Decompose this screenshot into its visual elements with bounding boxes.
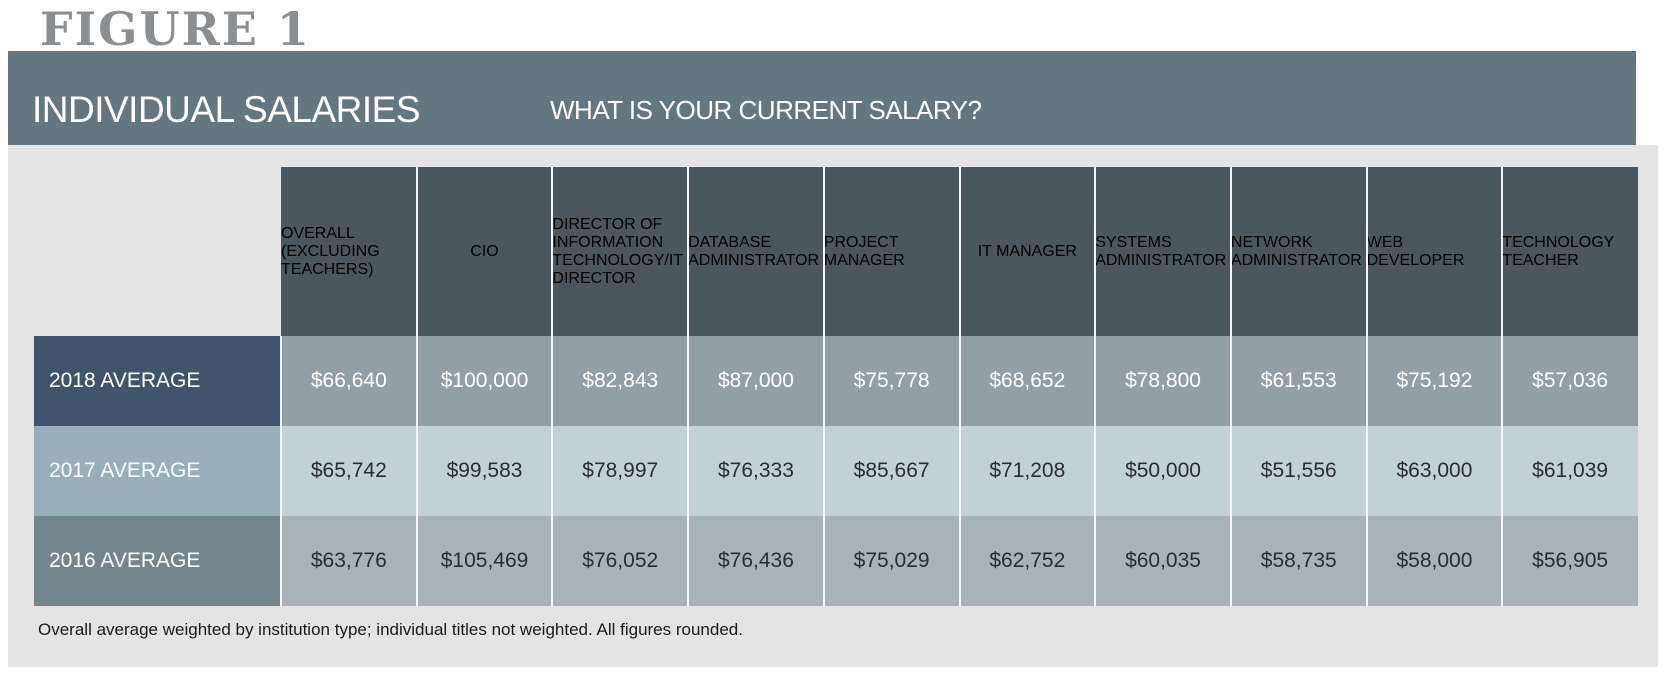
column-header-label: OVERALL (EXCLUDING TEACHERS) <box>281 224 380 278</box>
row-label: 2018 AVERAGE <box>34 336 281 426</box>
column-header-label: CIO <box>470 242 499 260</box>
table-cell: $75,192 <box>1366 336 1503 426</box>
column-header: SYSTEMS ADMINISTRATOR <box>1095 167 1231 336</box>
column-header: PROJECT MANAGER <box>823 167 960 336</box>
column-header: WEB DEVELOPER <box>1366 167 1503 336</box>
table-cell: $63,000 <box>1366 426 1503 516</box>
column-divider <box>280 336 282 606</box>
column-header-label: WEB DEVELOPER <box>1366 233 1465 269</box>
table-cell: $58,735 <box>1230 516 1367 606</box>
title-bar: INDIVIDUAL SALARIES WHAT IS YOUR CURRENT… <box>8 51 1636 145</box>
table-cell: $85,667 <box>823 426 960 516</box>
table-cell: $51,556 <box>1230 426 1367 516</box>
table-cell: $76,333 <box>688 426 824 516</box>
column-header-label: PROJECT MANAGER <box>823 233 905 269</box>
column-divider <box>1365 167 1368 606</box>
row-label: 2017 AVERAGE <box>34 426 281 516</box>
table-cell: $66,640 <box>281 336 417 426</box>
table-cell: $75,778 <box>823 336 960 426</box>
table-cell: $56,905 <box>1502 516 1638 606</box>
table-cell: $58,000 <box>1366 516 1503 606</box>
column-divider <box>415 167 418 606</box>
table-cell: $100,000 <box>416 336 553 426</box>
table-cell: $78,800 <box>1095 336 1231 426</box>
chart-subtitle: WHAT IS YOUR CURRENT SALARY? <box>550 95 982 125</box>
table-cell: $82,843 <box>552 336 689 426</box>
column-header: TECHNOLOGY TEACHER <box>1502 167 1638 336</box>
table-cell: $76,052 <box>552 516 689 606</box>
table-cell: $68,652 <box>959 336 1096 426</box>
column-divider <box>958 167 961 606</box>
table-cell: $61,553 <box>1230 336 1367 426</box>
figure-label: FIGURE 1 <box>40 2 311 56</box>
column-header-label: SYSTEMS ADMINISTRATOR <box>1095 233 1227 269</box>
column-header: OVERALL (EXCLUDING TEACHERS) <box>281 167 417 336</box>
column-divider <box>1501 167 1504 606</box>
column-header: IT MANAGER <box>959 167 1096 336</box>
footnote: Overall average weighted by institution … <box>38 620 743 639</box>
column-header: DIRECTOR OF INFORMATION TECHNOLOGY/IT DI… <box>552 167 689 336</box>
table-cell: $105,469 <box>416 516 553 606</box>
column-header-label: DIRECTOR OF INFORMATION TECHNOLOGY/IT DI… <box>552 215 683 287</box>
table-cell: $63,776 <box>281 516 417 606</box>
column-header: DATABASE ADMINISTRATOR <box>688 167 824 336</box>
table-cell: $99,583 <box>416 426 553 516</box>
table-cell: $87,000 <box>688 336 824 426</box>
chart-title: INDIVIDUAL SALARIES <box>32 89 421 130</box>
table-cell: $78,997 <box>552 426 689 516</box>
column-header-label: TECHNOLOGY TEACHER <box>1502 233 1615 269</box>
column-header-label: DATABASE ADMINISTRATOR <box>688 233 820 269</box>
table-cell: $61,039 <box>1502 426 1638 516</box>
table-cell: $57,036 <box>1502 336 1638 426</box>
column-header: CIO <box>416 167 553 336</box>
row-label: 2016 AVERAGE <box>34 516 281 606</box>
column-divider <box>1094 167 1097 606</box>
table-cell: $65,742 <box>281 426 417 516</box>
column-header-label: IT MANAGER <box>977 242 1077 260</box>
column-header-label: NETWORK ADMINISTRATOR <box>1230 233 1362 269</box>
table-cell: $50,000 <box>1095 426 1231 516</box>
column-divider <box>687 167 690 606</box>
column-divider <box>1229 167 1232 606</box>
column-divider <box>551 167 554 606</box>
table-cell: $62,752 <box>959 516 1096 606</box>
column-divider <box>822 167 825 606</box>
column-header: NETWORK ADMINISTRATOR <box>1230 167 1367 336</box>
table-cell: $75,029 <box>823 516 960 606</box>
table-cell: $71,208 <box>959 426 1096 516</box>
table-cell: $76,436 <box>688 516 824 606</box>
table-cell: $60,035 <box>1095 516 1231 606</box>
